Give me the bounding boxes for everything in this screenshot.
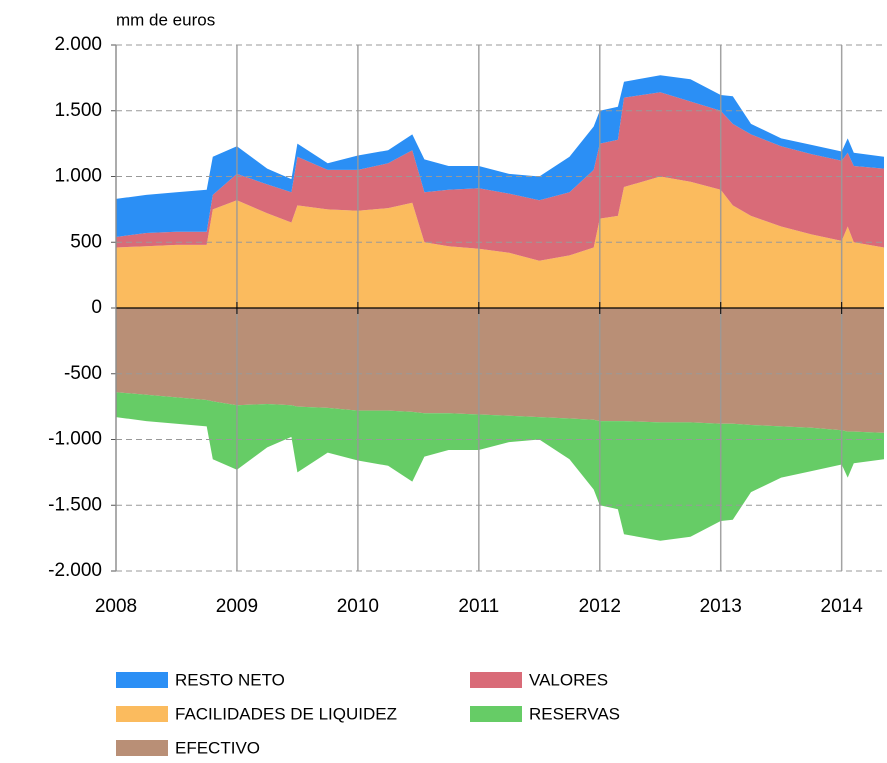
y-tick-label: 1.500 — [54, 100, 102, 121]
x-tick-label: 2011 — [458, 596, 499, 617]
legend-swatch — [116, 672, 168, 688]
y-tick-label: -1.000 — [48, 429, 102, 450]
area — [116, 392, 884, 541]
legend-swatch — [116, 740, 168, 756]
area — [116, 308, 884, 433]
legend-label: VALORES — [529, 670, 608, 689]
x-tick-label: 2009 — [216, 596, 258, 617]
y-tick-label: -1.500 — [48, 494, 102, 515]
y-tick-label: 0 — [91, 297, 102, 318]
legend-label: RESERVAS — [529, 704, 620, 723]
legend-label: FACILIDADES DE LIQUIDEZ — [175, 704, 397, 723]
legend-swatch — [470, 672, 522, 688]
y-tick-label: 2.000 — [54, 34, 102, 55]
x-tick-label: 2010 — [337, 596, 379, 617]
area — [116, 75, 884, 237]
legend-swatch — [116, 706, 168, 722]
x-tick-label: 2014 — [821, 596, 864, 617]
legend-label: RESTO NETO — [175, 670, 285, 689]
y-tick-label: 1.000 — [54, 166, 102, 187]
area — [116, 176, 884, 308]
legend-label: EFECTIVO — [175, 738, 260, 757]
area — [116, 92, 884, 261]
y-tick-label: 500 — [70, 231, 102, 252]
y-axis-label: mm de euros — [116, 10, 215, 29]
y-tick-label: -2.000 — [48, 560, 102, 581]
x-tick-label: 2013 — [700, 596, 742, 617]
x-tick-label: 2012 — [579, 596, 621, 617]
y-tick-label: -500 — [64, 363, 102, 384]
x-tick-label: 2008 — [95, 596, 137, 617]
legend-swatch — [470, 706, 522, 722]
